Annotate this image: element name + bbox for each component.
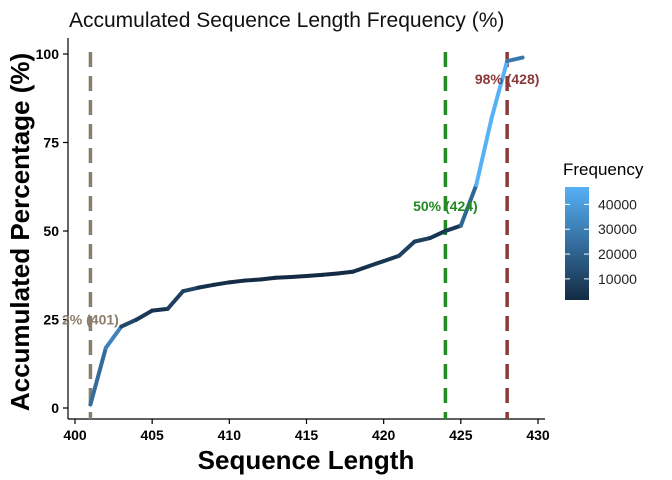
y-tick-label: 0 bbox=[51, 400, 59, 416]
series-segment bbox=[443, 223, 463, 233]
x-tick-label: 415 bbox=[295, 427, 319, 443]
series-segment bbox=[258, 275, 278, 282]
series-segment bbox=[211, 280, 232, 287]
series-segment bbox=[134, 308, 155, 322]
legend-tick-label: 10000 bbox=[598, 271, 637, 287]
color-legend: Frequency 10000 20000 30000 40000 bbox=[563, 160, 644, 300]
y-axis-label: Accumulated Percentage (%) bbox=[5, 53, 35, 411]
series-segment bbox=[103, 324, 124, 350]
series-segment bbox=[165, 289, 186, 311]
series-segment bbox=[227, 278, 247, 285]
series-segment bbox=[119, 317, 139, 329]
series-segment bbox=[366, 259, 386, 269]
series-segment bbox=[350, 264, 371, 274]
series-segment bbox=[427, 229, 448, 241]
legend-tick-label: 40000 bbox=[598, 196, 637, 212]
x-tick-label: 410 bbox=[218, 427, 242, 443]
x-tick-label: 400 bbox=[63, 427, 87, 443]
x-tick-label: 420 bbox=[372, 427, 396, 443]
x-axis-label: Sequence Length bbox=[198, 445, 415, 475]
legend-tick-label: 20000 bbox=[598, 246, 637, 262]
x-tick-label: 405 bbox=[140, 427, 164, 443]
x-tick-label: 425 bbox=[449, 427, 473, 443]
series-segment bbox=[150, 306, 170, 313]
x-tick-label: 430 bbox=[526, 427, 550, 443]
reference-labels: 2% (401) 50% (424) 98% (428) bbox=[62, 71, 539, 328]
y-tick-label: 25 bbox=[43, 312, 59, 328]
series-segment bbox=[474, 115, 494, 187]
series-segment bbox=[489, 59, 510, 120]
legend-tick-label: 30000 bbox=[598, 221, 637, 237]
series-segment bbox=[242, 277, 263, 283]
series-segment bbox=[289, 273, 309, 280]
series-line bbox=[88, 55, 525, 407]
series-segment bbox=[335, 269, 355, 276]
y-axis-ticks: 0 25 50 75 100 bbox=[36, 46, 68, 416]
series-segment bbox=[304, 272, 324, 278]
reference-label: 2% (401) bbox=[62, 312, 119, 328]
y-tick-label: 50 bbox=[43, 223, 59, 239]
series-segment bbox=[319, 271, 340, 277]
legend-colorbar bbox=[565, 187, 589, 300]
reference-lines bbox=[88, 52, 509, 419]
legend-title: Frequency bbox=[563, 160, 644, 179]
series-segment bbox=[397, 239, 417, 258]
reference-label: 98% (428) bbox=[475, 71, 540, 87]
series-segment bbox=[273, 275, 294, 280]
x-axis-ticks: 400 405 410 415 420 425 430 bbox=[63, 419, 550, 443]
legend-ticks: 10000 20000 30000 40000 bbox=[565, 196, 637, 287]
reference-label: 50% (424) bbox=[413, 198, 478, 214]
series-segment bbox=[505, 55, 525, 64]
y-tick-label: 100 bbox=[36, 46, 60, 62]
series-segment bbox=[412, 236, 432, 244]
y-tick-label: 75 bbox=[43, 135, 59, 151]
series-segment bbox=[196, 282, 216, 290]
series-segment bbox=[458, 182, 479, 228]
series-segment bbox=[88, 345, 108, 407]
series-segment bbox=[381, 253, 402, 264]
chart-title: Accumulated Sequence Length Frequency (%… bbox=[69, 9, 504, 32]
series-segment bbox=[181, 285, 201, 294]
